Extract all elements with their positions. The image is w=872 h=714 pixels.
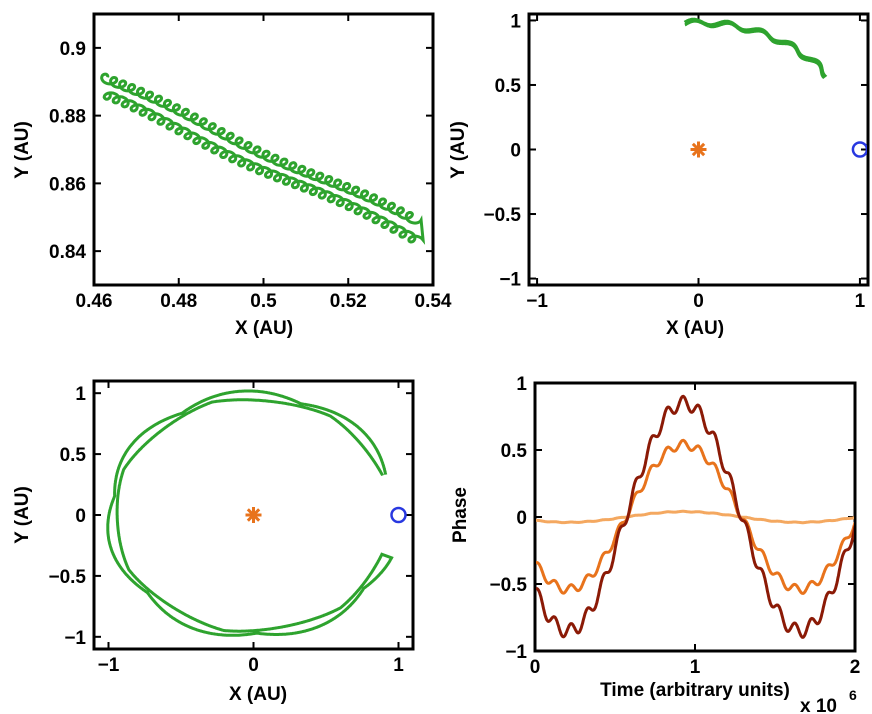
series-phase-small [536,509,854,525]
y-tick-label: 0.88 [49,107,86,128]
y-tick-label: 1 [75,384,86,405]
y-tick-label: 0 [510,141,521,162]
panel-orbit-short: −1 0 1 −1 −0.5 0 0.5 1 X (AU) Y (AU) [448,11,870,339]
y-tick-label: 0.5 [60,445,87,466]
x-tick-label: 1 [690,657,701,678]
panel-orbit-long: −1 0 1 −1 −0.5 0 0.5 1 X (AU) Y (AU) [12,379,415,705]
y-tick-labels: −1 −0.5 0 0.5 1 [483,11,521,290]
axes-frame [533,381,857,653]
y-tick-label: −1 [505,642,527,663]
x-axis-label: X (AU) [666,318,724,339]
y-axis-label: Y (AU) [12,121,33,179]
y-tick-label: 1 [516,374,527,395]
y-tick-label: −0.5 [48,567,86,588]
x-axis-label: X (AU) [229,684,287,705]
x-tick-label: 0 [530,657,541,678]
orbit-trajectory [683,17,828,79]
planet-marker [851,141,867,158]
y-axis-label: Y (AU) [448,121,469,179]
axes-frame [92,12,435,287]
x-tick-label: 0.48 [160,291,197,312]
y-tick-label: 0.86 [49,174,86,195]
x-axis-exponent-power: 6 [849,687,857,703]
panel-orbit-zoom: 0.46 0.48 0.5 0.52 0.54 0.84 0.86 0.88 0.9 X (A… [12,12,452,339]
tick-marks [534,382,856,652]
star-ray [246,508,261,522]
y-tick-label: −0.5 [483,205,521,226]
x-tick-label: −1 [98,655,120,676]
x-tick-labels: 0 1 2 [530,657,861,678]
x-tick-label: 1 [393,655,404,676]
x-tick-label: 0 [693,291,704,312]
y-tick-label: 0.5 [501,441,528,462]
star-ray [691,142,706,157]
y-axis-label: Y (AU) [12,486,33,544]
tick-marks [94,381,413,649]
x-axis-exponent: x 10 [800,696,837,714]
star-marker [245,507,262,523]
x-tick-label: 0.52 [330,291,367,312]
y-tick-labels: 0.84 0.86 0.88 0.9 [49,39,86,263]
x-tick-label: −1 [526,291,548,312]
y-tick-labels: −1 −0.5 0 0.5 1 [489,374,527,663]
y-tick-label: 0.5 [495,76,522,97]
x-tick-label: 1 [855,291,866,312]
x-tick-label: 0.5 [250,291,277,312]
y-tick-label: 0.9 [60,39,86,60]
orbit-trajectory [106,389,394,637]
x-tick-label: 0.46 [76,291,113,312]
x-axis-label: Time (arbitrary units) [600,680,790,701]
planet-marker [390,506,407,524]
orbit-trajectory [100,72,426,245]
x-tick-labels: −1 0 1 [526,291,865,312]
x-tick-labels: −1 0 1 [98,655,405,676]
y-tick-labels: −1 −0.5 0 0.5 1 [48,384,86,649]
y-tick-label: 0.84 [49,242,86,263]
y-tick-label: 0 [516,508,527,529]
y-tick-label: 1 [510,11,521,32]
x-tick-label: 0.54 [415,291,452,312]
x-axis-label: X (AU) [235,318,293,339]
y-tick-label: 0 [75,506,86,527]
series-phase-large [536,394,854,639]
x-tick-label: 2 [850,657,861,678]
y-axis-label: Phase [450,487,471,543]
x-tick-label: 0 [248,655,259,676]
tick-marks [93,14,434,285]
panel-phase: 0 1 2 −1 −0.5 0 0.5 1 Time (arbitrary units) x… [450,374,860,714]
x-tick-labels: 0.46 0.48 0.5 0.52 0.54 [76,291,452,312]
star-marker [690,141,707,158]
series-phase-medium [536,438,854,595]
y-tick-label: −1 [64,628,86,649]
y-tick-label: −0.5 [489,575,527,596]
y-tick-label: −1 [499,270,521,291]
